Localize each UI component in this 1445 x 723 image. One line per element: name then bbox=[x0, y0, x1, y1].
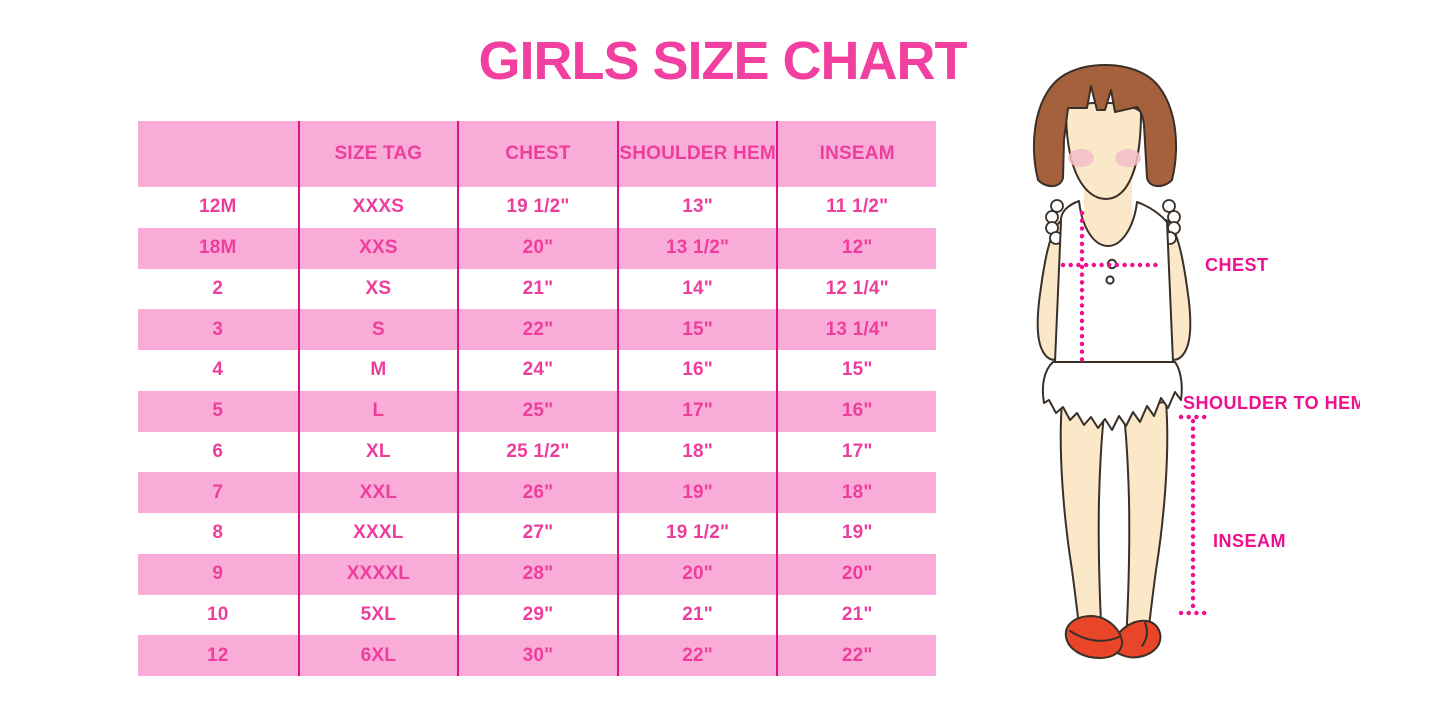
size-cell: 5XL bbox=[297, 594, 458, 636]
size-cell: 22" bbox=[776, 635, 936, 676]
size-cell: 21" bbox=[457, 268, 617, 310]
left-leg bbox=[1059, 401, 1106, 644]
size-cell: XXXS bbox=[297, 187, 458, 228]
size-cell: 30" bbox=[457, 635, 617, 676]
size-cell: L bbox=[297, 390, 458, 432]
size-table: SIZE TAG CHEST SHOULDER HEM INSEAM 12M XXXS 19… bbox=[138, 121, 936, 676]
size-cell: 22" bbox=[616, 635, 777, 676]
size-cell: XXXXL bbox=[297, 553, 458, 595]
left-shoe bbox=[1064, 615, 1124, 659]
size-cell: 19 1/2" bbox=[616, 513, 777, 554]
size-row-label: 3 bbox=[138, 309, 298, 350]
size-row-label: 6 bbox=[212, 440, 224, 462]
size-cell: 20" bbox=[616, 553, 777, 595]
size-cell: 20" bbox=[776, 553, 936, 595]
size-cell: XL bbox=[297, 431, 458, 473]
size-cell: 17" bbox=[616, 390, 777, 432]
shoulder-ruffles bbox=[1045, 199, 1181, 245]
right-leg bbox=[1122, 401, 1169, 644]
blush bbox=[1068, 149, 1141, 167]
size-row-label: 2 bbox=[212, 277, 224, 299]
size-cell: 13 1/4" bbox=[776, 309, 936, 350]
size-cell: 18" bbox=[776, 472, 936, 513]
chest-label: CHEST bbox=[1205, 255, 1269, 275]
hair bbox=[1032, 64, 1178, 188]
shoulder-to-hem-label: SHOULDER TO HEM bbox=[1183, 393, 1360, 413]
size-cell: 17" bbox=[776, 431, 936, 473]
size-cell: 25 1/2" bbox=[457, 431, 617, 473]
size-cell: 16" bbox=[616, 350, 777, 391]
size-cell: 12 1/4" bbox=[776, 268, 936, 310]
size-cell: 20" bbox=[457, 227, 617, 269]
size-cell: S bbox=[297, 309, 458, 350]
size-cell: 25" bbox=[457, 390, 617, 432]
size-cell: 26" bbox=[457, 472, 617, 513]
size-row-label: 10 bbox=[207, 603, 229, 625]
size-cell: 21" bbox=[776, 594, 936, 636]
column-header: INSEAM bbox=[776, 121, 936, 187]
column-header: SHOULDER HEM bbox=[616, 121, 777, 187]
size-cell: 19" bbox=[776, 513, 936, 554]
size-cell: 21" bbox=[616, 594, 777, 636]
size-cell: 22" bbox=[457, 309, 617, 350]
page-title: GIRLS SIZE CHART bbox=[478, 31, 967, 91]
size-cell: 16" bbox=[776, 390, 936, 432]
column-header: CHEST bbox=[457, 121, 617, 187]
size-cell: XS bbox=[297, 268, 458, 310]
size-row-label: 8 bbox=[212, 522, 224, 544]
size-cell: 27" bbox=[457, 513, 617, 554]
skirt bbox=[1041, 361, 1183, 431]
size-cell: 11 1/2" bbox=[776, 187, 936, 228]
size-cell: 14" bbox=[616, 268, 777, 310]
left-shoe-strap bbox=[1069, 630, 1120, 642]
inseam-label: INSEAM bbox=[1213, 531, 1286, 551]
size-cell: 18" bbox=[616, 431, 777, 473]
size-cell: XXXL bbox=[297, 513, 458, 554]
column-header bbox=[138, 121, 298, 187]
girl-measurement-diagram: CHEST SHOULDER TO HEM INSEAM bbox=[1032, 64, 1360, 659]
shirt-button-bottom bbox=[1105, 275, 1115, 285]
size-cell: 19" bbox=[616, 472, 777, 513]
size-row-label: 4 bbox=[212, 359, 224, 381]
size-row-label: 12 bbox=[138, 635, 298, 676]
size-cell: 19 1/2" bbox=[457, 187, 617, 228]
size-row-label: 18M bbox=[138, 227, 298, 269]
size-row-label: 12M bbox=[199, 196, 237, 218]
size-cell: 28" bbox=[457, 553, 617, 595]
size-cell: 29" bbox=[457, 594, 617, 636]
size-cell: 15" bbox=[776, 350, 936, 391]
size-row-label: 5 bbox=[138, 390, 298, 432]
size-cell: 12" bbox=[776, 227, 936, 269]
right-shoe-strap bbox=[1141, 622, 1148, 647]
size-row-label: 9 bbox=[138, 553, 298, 595]
size-cell: XXL bbox=[297, 472, 458, 513]
size-cell: 6XL bbox=[297, 635, 458, 676]
size-cell: 24" bbox=[457, 350, 617, 391]
size-row-label: 7 bbox=[138, 472, 298, 513]
size-cell: M bbox=[297, 350, 458, 391]
column-header: SIZE TAG bbox=[297, 121, 458, 187]
size-cell: 13" bbox=[616, 187, 777, 228]
size-cell: 13 1/2" bbox=[616, 227, 777, 269]
size-cell: 15" bbox=[616, 309, 777, 350]
size-cell: XXS bbox=[297, 227, 458, 269]
